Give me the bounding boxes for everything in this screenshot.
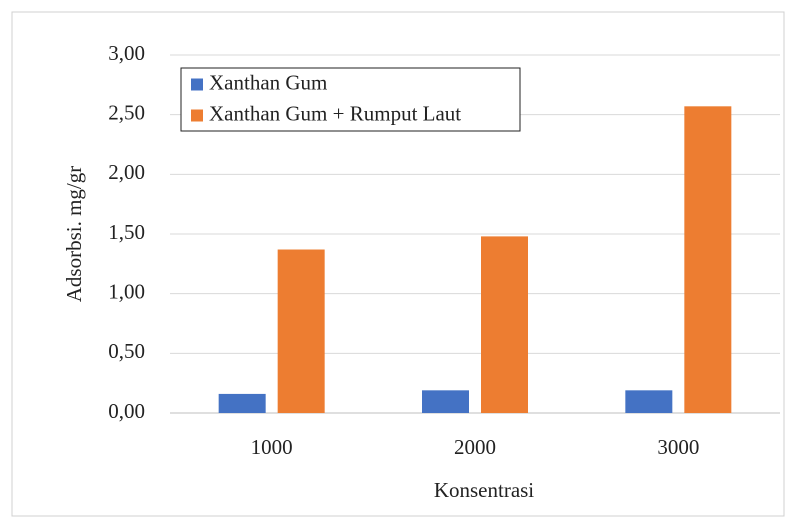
bar xyxy=(684,106,732,414)
y-tick-label: 0,00 xyxy=(108,399,145,423)
bar xyxy=(277,249,325,413)
legend-label: Xanthan Gum xyxy=(209,70,327,94)
y-tick-label: 3,00 xyxy=(108,41,145,65)
y-tick-label: 1,00 xyxy=(108,279,145,303)
bar xyxy=(481,236,528,413)
legend-swatch xyxy=(191,78,203,91)
bar xyxy=(422,390,469,413)
y-tick-label: 0,50 xyxy=(108,339,145,363)
y-tick-label: 2,50 xyxy=(108,100,145,124)
x-axis-label: Konsentrasi xyxy=(434,478,534,502)
x-tick-label: 1000 xyxy=(251,435,293,459)
x-tick-label: 3000 xyxy=(657,435,699,459)
y-tick-label: 1,50 xyxy=(108,220,145,244)
legend-swatch xyxy=(191,109,203,122)
y-axis-label: Adsorbsi. mg/gr xyxy=(62,166,86,303)
legend-label: Xanthan Gum + Rumput Laut xyxy=(209,101,461,125)
legend-box xyxy=(180,67,521,132)
bar xyxy=(625,390,673,413)
bar xyxy=(218,393,266,413)
x-tick-label: 2000 xyxy=(454,435,496,459)
y-tick-label: 2,00 xyxy=(108,160,145,184)
